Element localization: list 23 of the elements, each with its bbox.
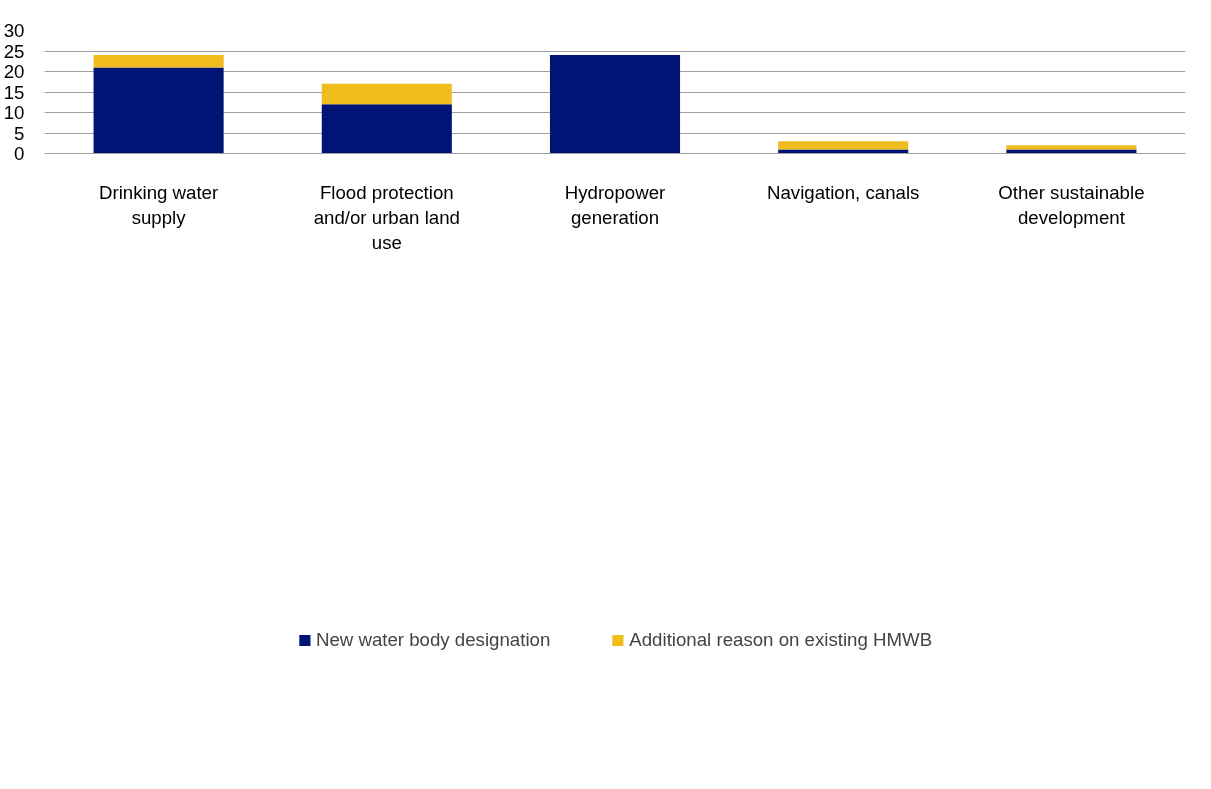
legend-label: New water body designation [315,628,551,651]
y-tick-label: 15 [3,81,25,103]
bar [778,149,909,154]
y-tick-label: 30 [3,20,25,41]
x-tick-label: Flood protection and/or urban land use [313,181,460,253]
y-tick-label: 25 [3,40,25,62]
y-tick-label: 0 [14,143,25,164]
y-tick-label: 5 [14,122,25,144]
legend-label: Additional reason on existing HMWB [629,628,933,651]
x-tick-label: Other sustainable development [998,181,1145,228]
bar [1006,145,1137,150]
bar [93,67,224,154]
bar [93,55,224,68]
bar [1006,149,1137,154]
y-tick-label: 10 [3,102,25,123]
bar [321,104,452,154]
bar [778,141,909,150]
x-tick-label: Drinking water supply [98,181,219,228]
x-tick-label: Navigation, canals [766,181,920,203]
bar [549,55,681,154]
x-tick-label: Hydropower generation [564,181,666,228]
bar [321,83,452,105]
y-tick-label: 20 [3,61,25,82]
